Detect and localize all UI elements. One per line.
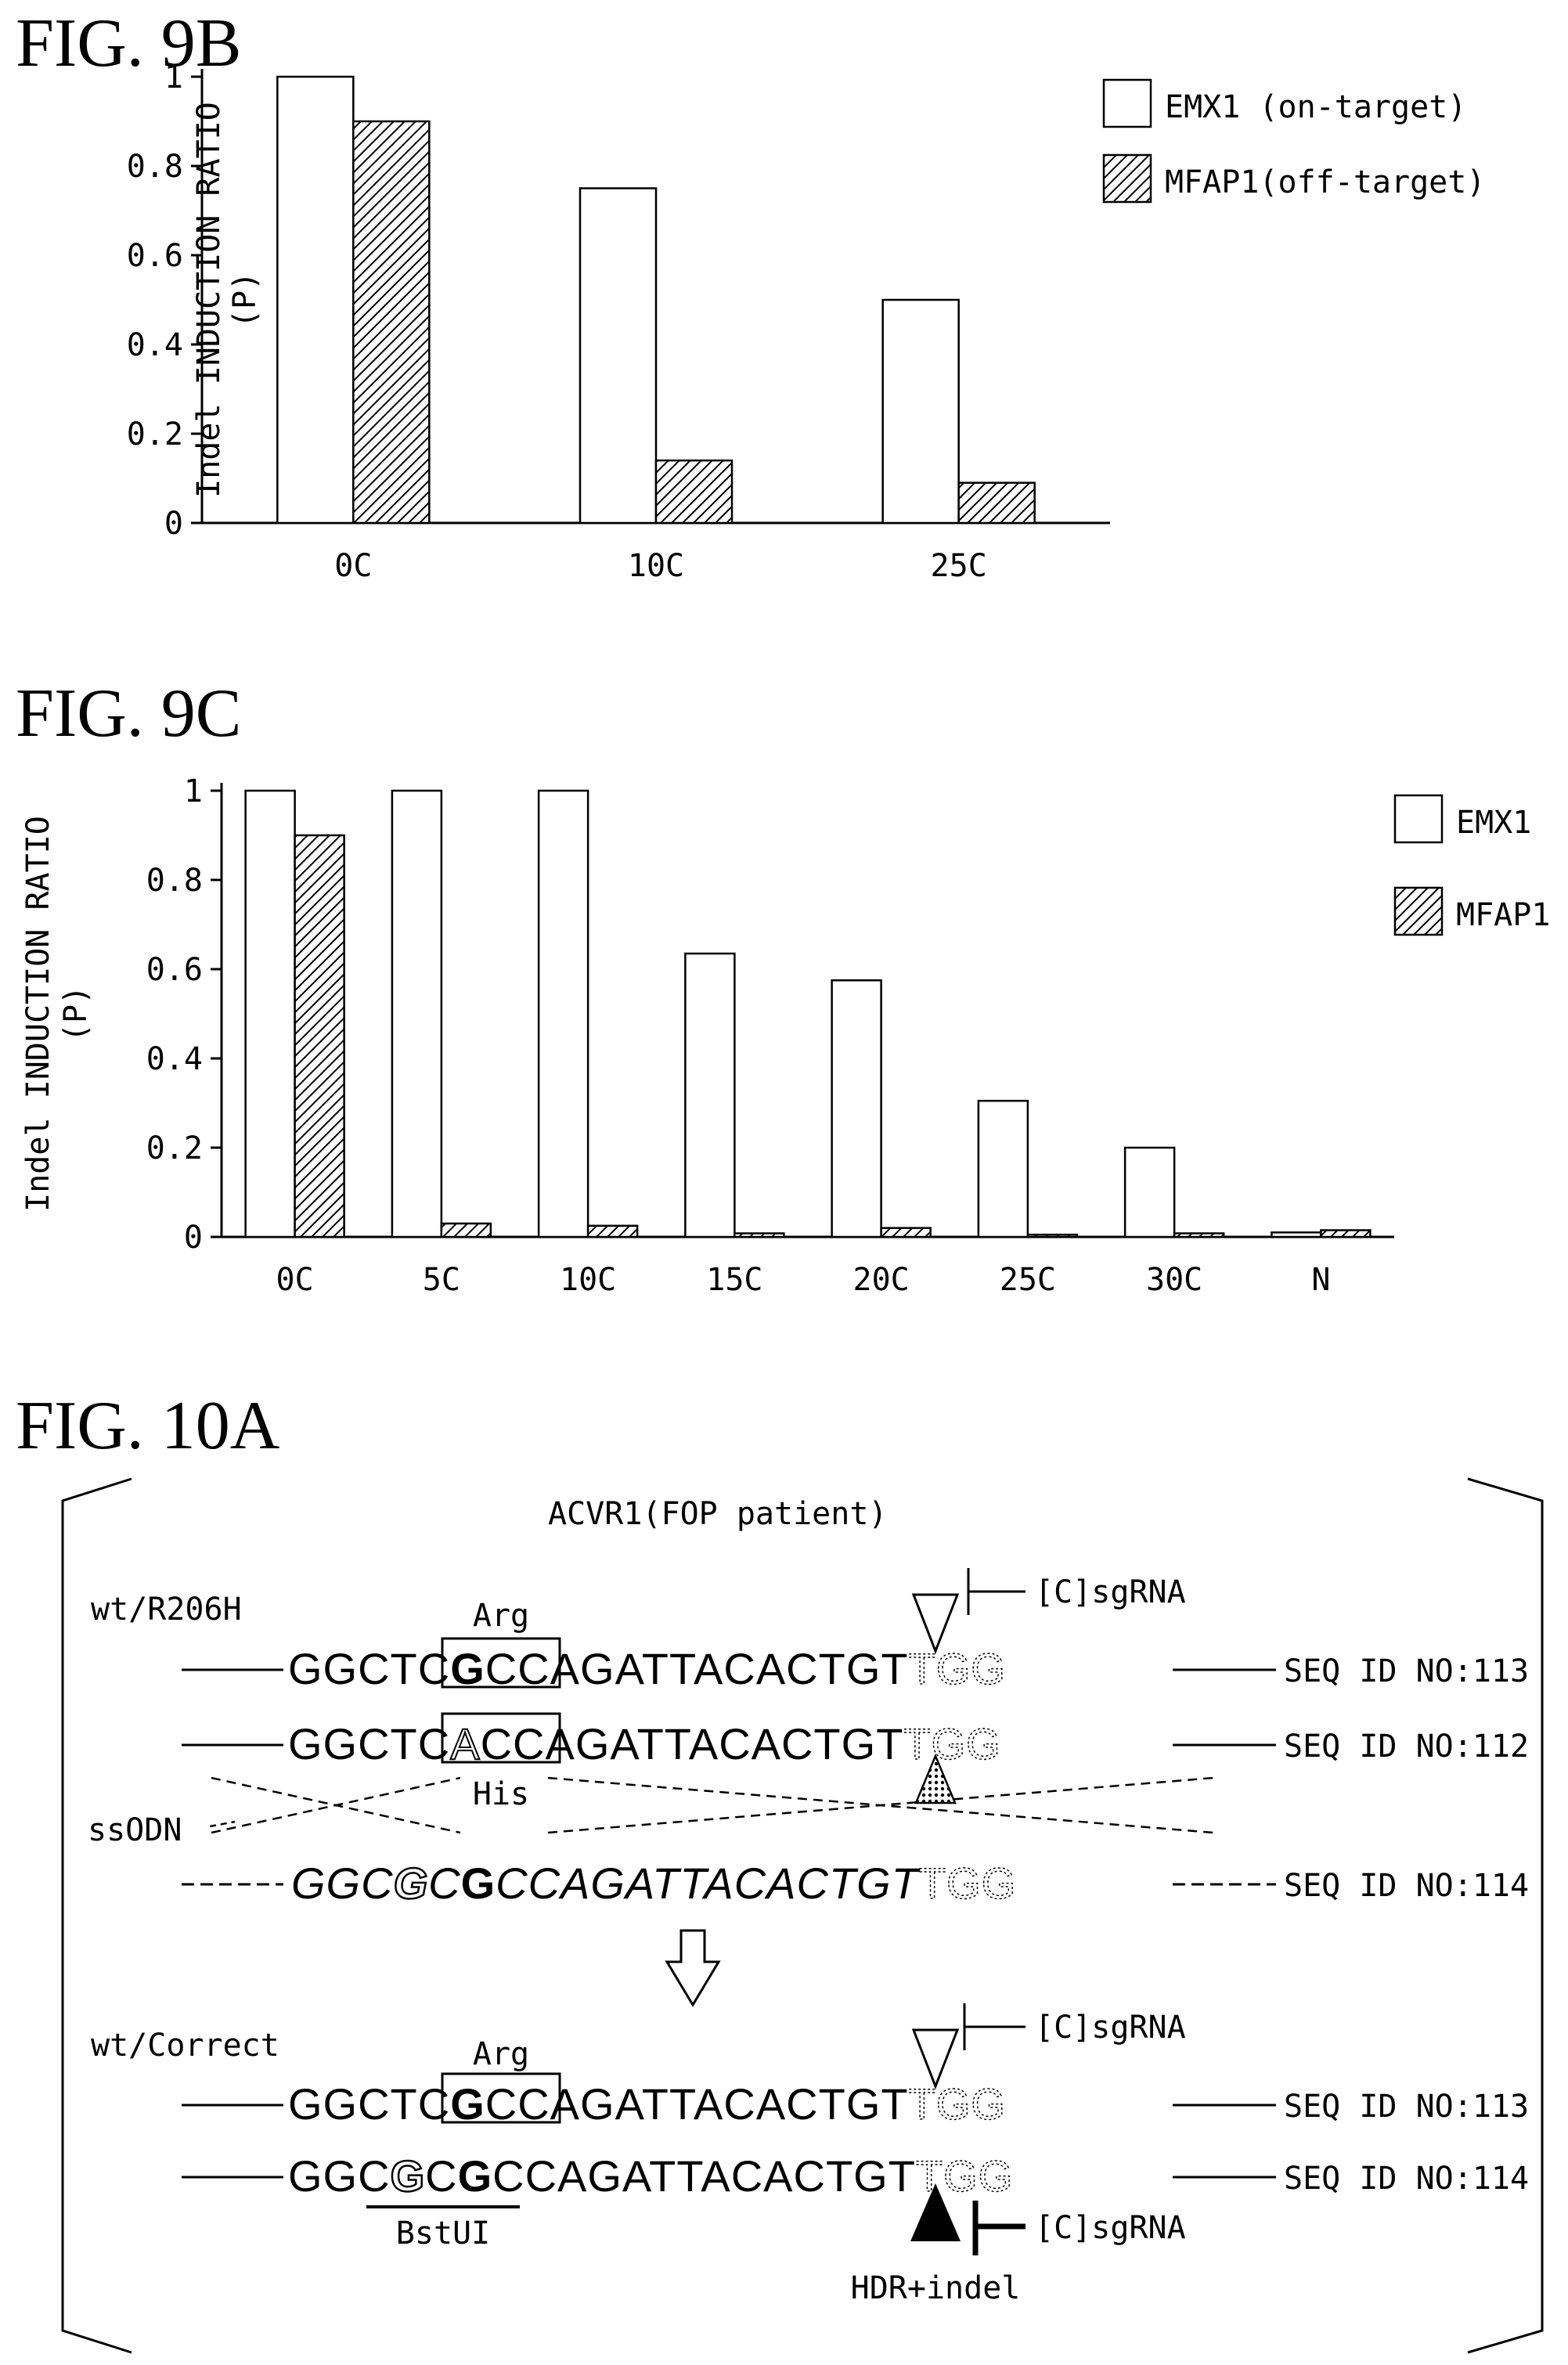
y-tick-label: 1 — [164, 59, 183, 96]
x-category-label: 20C — [853, 1262, 910, 1298]
bar-mfap1 — [294, 834, 345, 1238]
y-tick-label: 0.6 — [146, 952, 203, 988]
x-category-label: 0C — [334, 548, 372, 584]
bar-emx1 — [276, 75, 355, 525]
cut-site-triangle-bottom — [911, 2028, 960, 2090]
hdr-indel-label: HDR+indel — [851, 2270, 1021, 2306]
bar-mfap1 — [586, 1224, 639, 1238]
y-tick-label: 0.6 — [127, 238, 183, 274]
bar-mfap1 — [654, 459, 734, 525]
codon-box-2 — [441, 1712, 561, 1764]
x-category-label: 10C — [628, 548, 684, 584]
bar-mfap1 — [1320, 1229, 1372, 1238]
seq-id-112: SEQ ID NO:112 — [1284, 1729, 1529, 1765]
bar-emx1 — [579, 187, 658, 525]
arg-label-bottom: Arg — [473, 2036, 529, 2072]
bar-mfap1 — [440, 1222, 492, 1238]
bstui-label: BstUI — [396, 2215, 490, 2251]
y-axis-label-line1: Indel INDUCTION RATIO — [191, 102, 227, 498]
x-category-label: 10C — [560, 1262, 616, 1298]
x-category-label: 15C — [706, 1262, 762, 1298]
seq-id-113-bottom: SEQ ID NO:113 — [1284, 2089, 1529, 2125]
x-category-label: 30C — [1146, 1262, 1202, 1298]
y-tick-label: 0.2 — [146, 1130, 203, 1166]
arg-label-top: Arg — [473, 1598, 529, 1634]
legend-swatch — [1102, 153, 1152, 204]
fig-9c-title: FIG. 9C — [16, 676, 242, 752]
ssodn-pointer — [209, 1820, 236, 1828]
down-arrow-icon — [665, 1929, 721, 2007]
cut-site-triangle-top — [911, 1593, 960, 1655]
right-bracket — [1467, 1477, 1544, 2354]
legend-label: EMX1 — [1456, 805, 1531, 841]
legend-swatch — [1102, 78, 1152, 128]
wt-correct-label: wt/Correct — [91, 2028, 279, 2064]
bar-emx1 — [1271, 1231, 1322, 1238]
x-category-label: 0C — [276, 1262, 314, 1298]
fig-10a-title: FIG. 10A — [16, 1388, 280, 1464]
bar-mfap1 — [734, 1232, 785, 1238]
x-category-label: N — [1311, 1262, 1330, 1298]
fig-10a-sequence-diagram: ACVR1(FOP patient) wt/R206H Arg [C]sgRNA… — [61, 1477, 1544, 2354]
left-bracket — [61, 1477, 132, 2354]
ssodn-label: ssODN — [88, 1812, 182, 1848]
bar-emx1 — [391, 789, 443, 1238]
x-category-label: 5C — [423, 1262, 460, 1298]
sgrna-label-mid: [C]sgRNA — [1035, 2010, 1186, 2046]
legend-label: EMX1 (on-target) — [1165, 89, 1466, 125]
fig-9b-title: FIG. 9B — [16, 5, 242, 81]
y-tick-label: 0.4 — [146, 1041, 203, 1077]
sequence-113-bottom: GGCTCGCCAGATTACACTGTTGG — [288, 2079, 1006, 2129]
bar-emx1 — [244, 789, 296, 1238]
crossover-line-4 — [547, 1776, 1214, 1834]
sgrna-label-bottom: [C]sgRNA — [1035, 2210, 1186, 2246]
dotted-cut-triangle — [914, 1753, 957, 1804]
y-tick-label: 1 — [184, 773, 203, 809]
bar-emx1 — [831, 979, 882, 1238]
bar-emx1 — [881, 298, 960, 525]
sequence-112: GGCTCACCAGATTACACTGTTGG — [288, 1719, 1001, 1768]
bar-emx1 — [684, 952, 736, 1238]
seq-id-114-ssodn: SEQ ID NO:114 — [1284, 1868, 1529, 1904]
bar-mfap1 — [1026, 1233, 1079, 1238]
hdr-cut-triangle — [910, 2183, 961, 2241]
codon-box-3 — [441, 2072, 561, 2124]
x-category-label: 25C — [1000, 1262, 1056, 1298]
sequence-113-top: GGCTCGCCAGATTACACTGTTGG — [288, 1644, 1006, 1693]
y-tick-label: 0.8 — [127, 149, 183, 185]
diagram-header: ACVR1(FOP patient) — [548, 1496, 887, 1532]
codon-box-1 — [441, 1637, 561, 1689]
bar-mfap1 — [1173, 1232, 1225, 1238]
y-tick-label: 0 — [164, 506, 183, 542]
sequence-114-ssodn: GGCGCGCCAGATTACACTGTTGG — [291, 1858, 1016, 1908]
y-tick-label: 0.2 — [127, 416, 183, 452]
y-axis-label-line2: (P) — [58, 986, 94, 1042]
x-category-label: 25C — [931, 548, 987, 584]
y-axis-label-line2: (P) — [227, 272, 263, 328]
his-label: His — [473, 1776, 529, 1812]
sgrna-label-top: [C]sgRNA — [1035, 1574, 1186, 1610]
seq-id-114-bottom: SEQ ID NO:114 — [1284, 2161, 1529, 2197]
bar-emx1 — [1123, 1146, 1176, 1238]
legend-label: MFAP1(off-target) — [1165, 164, 1485, 200]
crossover-line-2 — [211, 1776, 461, 1834]
y-axis-label-line1: Indel INDUCTION RATIO — [20, 816, 56, 1212]
legend-swatch — [1393, 886, 1444, 936]
y-tick-label: 0.4 — [127, 327, 183, 363]
bar-mfap1 — [957, 481, 1036, 525]
wt-r206h-label: wt/R206H — [91, 1592, 242, 1628]
bar-mfap1 — [352, 120, 431, 525]
y-tick-label: 0 — [184, 1220, 203, 1256]
sequence-114-bottom: GGCGCGCCAGATTACACTGTTGG — [288, 2151, 1013, 2201]
bar-emx1 — [977, 1099, 1029, 1238]
legend-label: MFAP1 — [1456, 897, 1550, 933]
legend-swatch — [1393, 794, 1444, 844]
bar-mfap1 — [880, 1227, 932, 1238]
bar-emx1 — [537, 789, 589, 1238]
y-tick-label: 0.8 — [146, 863, 203, 899]
seq-id-113-top: SEQ ID NO:113 — [1284, 1653, 1529, 1689]
